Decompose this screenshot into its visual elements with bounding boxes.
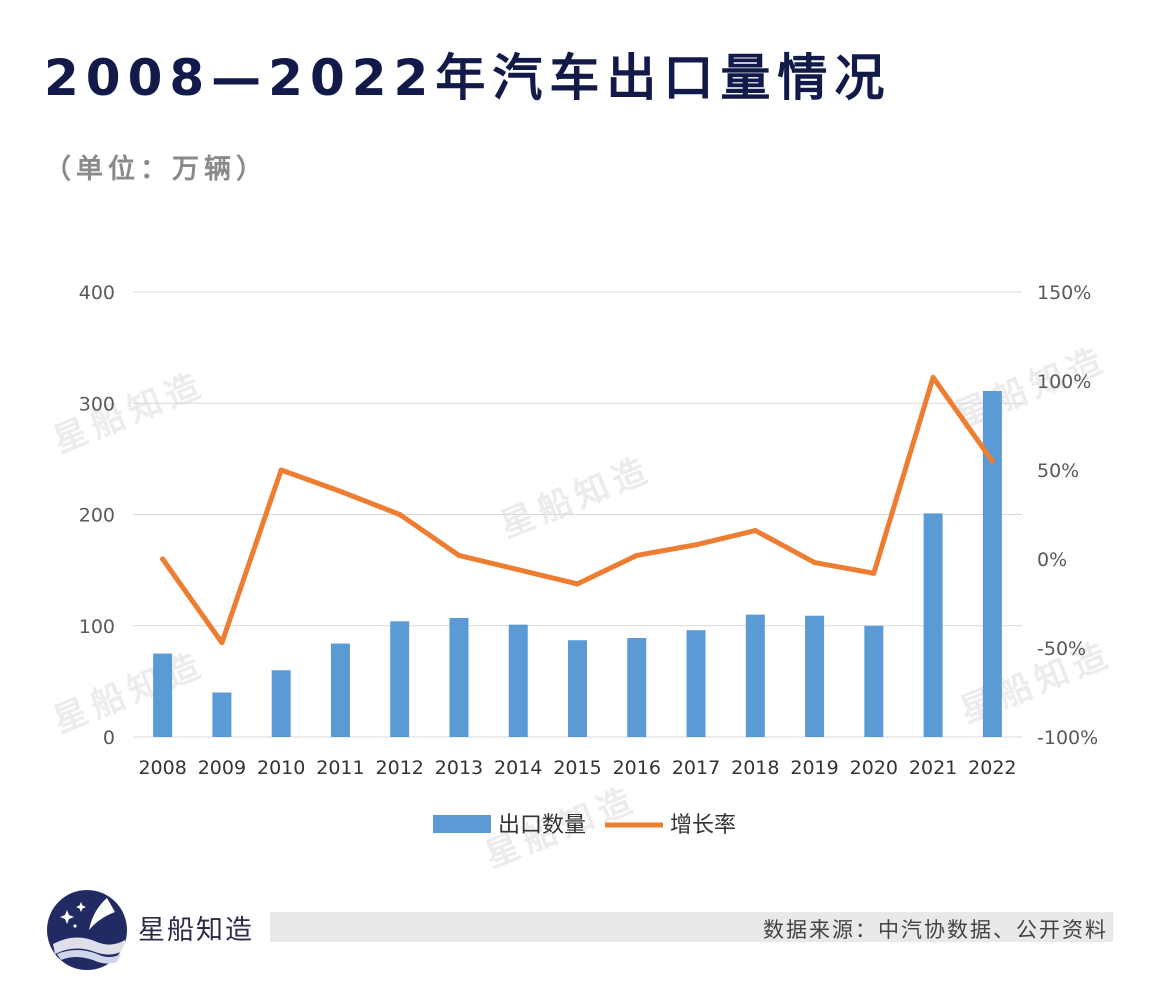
x-tick-label: 2018 [731, 757, 779, 779]
bar [449, 617, 469, 737]
y-right-tick-label: 0% [1037, 549, 1067, 571]
line-point [456, 552, 462, 558]
x-tick-label: 2019 [790, 757, 838, 779]
unit-subtitle: （单位：万辆） [44, 154, 268, 185]
x-tick-label: 2008 [138, 757, 186, 779]
line-point [812, 560, 818, 566]
line-point [871, 570, 877, 576]
bar [153, 653, 173, 737]
legend-bar-swatch [433, 815, 491, 833]
bar [330, 643, 350, 737]
line-point [278, 467, 284, 473]
y-left-tick-label: 200 [79, 505, 115, 527]
line-point [693, 542, 699, 548]
line-point [337, 488, 343, 494]
legend-label-growth-rate: 增长率 [670, 813, 736, 838]
x-tick-label: 2013 [435, 757, 483, 779]
x-tick-label: 2022 [968, 757, 1016, 779]
bar [982, 391, 1002, 737]
x-tick-label: 2020 [850, 757, 898, 779]
bar [390, 621, 410, 737]
brand-logo-icon [47, 890, 127, 970]
chart-title: 2008—2022年汽车出口量情况 [44, 49, 892, 107]
x-tick-label: 2011 [316, 757, 364, 779]
y-right-tick-label: 50% [1037, 460, 1079, 482]
bar [271, 670, 291, 737]
data-source: 数据来源：中汽协数据、公开资料 [763, 918, 1108, 942]
line-point [634, 552, 640, 558]
line-point [930, 374, 936, 380]
x-tick-label: 2012 [376, 757, 424, 779]
line-point [575, 581, 580, 587]
x-tick-label: 2014 [494, 757, 542, 779]
x-tick-label: 2010 [257, 757, 305, 779]
y-left-tick-label: 300 [79, 393, 115, 415]
x-tick-label: 2021 [909, 757, 957, 779]
bar [864, 625, 884, 737]
y-right-tick-label: 150% [1037, 282, 1091, 304]
y-right-tick-label: -50% [1037, 638, 1086, 660]
bar [923, 513, 943, 737]
brand-name: 星船知造 [138, 915, 254, 946]
bar [212, 692, 232, 737]
bar [745, 614, 765, 737]
bar [508, 624, 528, 737]
y-left-tick-label: 400 [79, 282, 115, 304]
x-tick-label: 2016 [613, 757, 661, 779]
bar [805, 615, 825, 737]
chart-area: 400 300 200 100 0 150% 100% 50% 0% -50% -100% 2008 2… [79, 282, 1098, 838]
line-point [989, 458, 995, 464]
bar [627, 637, 647, 737]
x-tick-label: 2009 [198, 757, 246, 779]
y-left-tick-label: 100 [79, 616, 115, 638]
y-left-tick-label: 0 [103, 727, 115, 749]
line-point [397, 512, 403, 517]
legend-label-export-volume: 出口数量 [498, 813, 586, 838]
bar [686, 630, 706, 737]
y-right-tick-label: 100% [1037, 371, 1091, 393]
line-point [219, 640, 225, 646]
line-point [515, 567, 521, 573]
line-point [160, 556, 166, 562]
line-point [752, 528, 758, 534]
y-right-tick-label: -100% [1037, 727, 1098, 749]
growth-rate-line [160, 374, 995, 646]
footer-band [270, 912, 1113, 942]
x-tick-label: 2017 [672, 757, 720, 779]
bar [568, 640, 587, 737]
x-tick-label: 2015 [553, 757, 601, 779]
